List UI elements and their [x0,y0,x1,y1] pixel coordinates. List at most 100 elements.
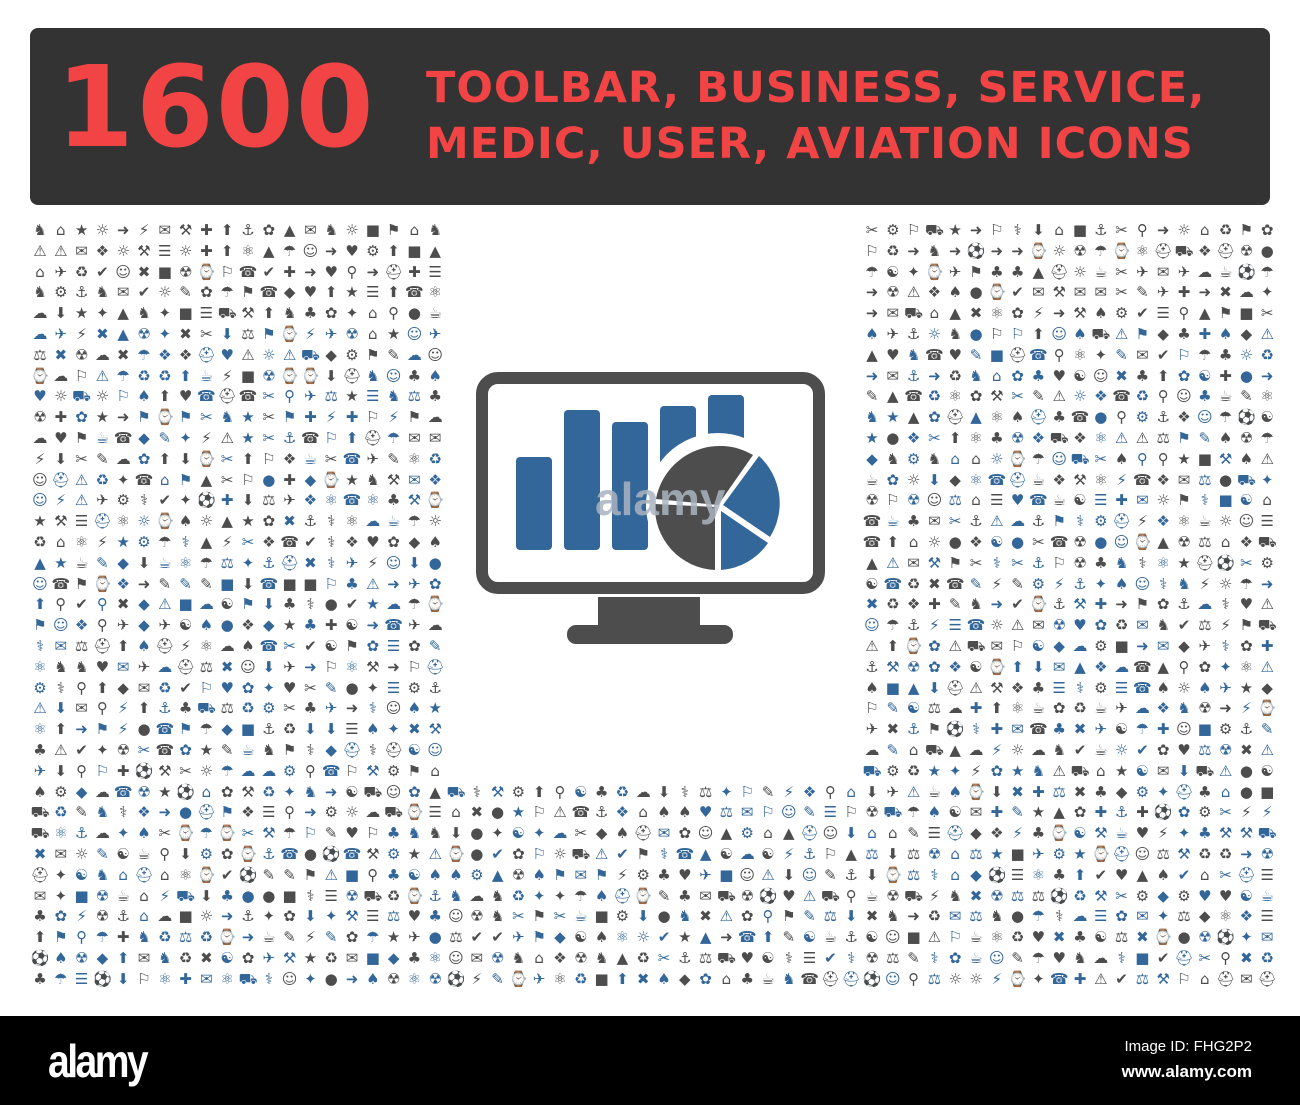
website-link[interactable]: www.alamy.com [1121,1062,1252,1081]
grid-icon: ✿ [1240,637,1253,655]
grid-icon: ★ [54,553,68,572]
grid-icon: ✉ [1240,969,1253,988]
grid-icon: ☼ [74,845,89,863]
grid-icon: ☢ [345,325,359,343]
grid-icon: ⚽ [758,886,778,905]
grid-icon: ♞ [948,325,962,343]
grid-icon: ☢ [511,865,526,884]
grid-icon: ⚐ [199,678,214,697]
grid-icon: ☁ [947,699,963,718]
grid-icon: ⚑ [1177,429,1191,447]
grid-icon: ● [1011,533,1025,551]
grid-icon: ⚛ [990,304,1004,323]
grid-icon: ⚛ [1010,699,1025,718]
grid-icon: ★ [948,221,962,239]
grid-icon: ⌂ [368,304,378,323]
grid-icon: ⌚ [966,782,986,801]
grid-icon: ● [470,824,484,843]
grid-icon: ☁ [1114,657,1130,676]
grid-icon: ✎ [761,782,775,801]
grid-icon: ✿ [387,533,400,551]
grid-icon: ⚒ [1073,595,1087,614]
grid-icon: ➜ [1115,595,1128,614]
grid-icon: ☁ [739,845,755,863]
grid-icon: ⌂ [160,865,170,884]
grid-icon: ⚓ [262,845,276,863]
grid-icon: ✂ [283,699,296,718]
grid-icon: ⚛ [220,969,234,988]
grid-icon: ✉ [1156,761,1170,780]
grid-icon: ⚛ [990,408,1004,427]
grid-icon: ⚲ [1157,387,1169,406]
grid-icon: ☂ [220,283,234,302]
grid-icon: ⚡ [201,429,212,447]
grid-icon: ⚕ [847,949,856,967]
grid-icon: ⚖ [386,907,401,926]
grid-icon: ☂ [199,553,214,572]
grid-icon: ♣ [1073,928,1087,947]
grid-icon: ✖ [865,907,879,926]
grid-icon: ♠ [54,949,68,967]
grid-icon: ⚖ [1135,969,1150,988]
grid-icon: ⌂ [139,907,149,926]
grid-icon: ♥ [678,865,692,884]
grid-icon: ➜ [865,283,879,302]
grid-icon: ☎ [1070,408,1090,427]
grid-icon: ⛑ [945,408,965,427]
grid-icon: ⚑ [74,429,89,447]
grid-icon: ➜ [137,574,151,593]
grid-icon: ✔ [220,865,234,884]
grid-icon: ♞ [886,449,900,468]
grid-icon: ☢ [1177,533,1191,551]
grid-icon: ☼ [199,761,214,780]
grid-icon: ⚽ [446,969,466,988]
grid-icon: ⚛ [1218,907,1233,926]
grid-icon: ☢ [116,741,130,759]
grid-icon: ⚓ [594,803,609,822]
grid-icon: ♣ [1218,345,1233,364]
grid-icon: ⛑ [800,824,820,843]
grid-icon: ⚙ [1094,512,1108,531]
grid-icon: ☺ [427,741,443,759]
grid-icon: ☼ [990,449,1004,468]
grid-icon: ■ [178,907,193,926]
grid-icon: ✉ [304,221,317,239]
grid-icon: ✦ [158,325,172,343]
grid-icon: ♞ [969,595,983,614]
grid-icon: ☁ [968,741,984,759]
grid-icon: ⚙ [324,803,338,822]
grid-icon: ♠ [428,865,442,884]
grid-icon: ⚐ [990,325,1004,343]
grid-icon: ♣ [1198,824,1212,843]
grid-icon: ✚ [990,720,1004,739]
grid-icon: ♞ [366,470,380,489]
grid-icon: ☎ [1049,969,1069,988]
grid-icon: ⚓ [74,283,89,302]
grid-icon: ✎ [803,907,816,926]
grid-icon: ⛟ [217,304,237,323]
grid-icon: ✎ [1011,949,1024,967]
grid-icon: ❖ [282,449,297,468]
grid-icon: ☂ [366,928,380,947]
grid-icon: ☺ [385,366,402,385]
grid-icon: ☁ [94,782,110,801]
grid-icon: ⚓ [1031,553,1046,572]
grid-icon: ⚠ [428,845,442,863]
grid-icon: ⌚ [509,969,528,988]
grid-icon: ▲ [1157,533,1169,551]
grid-icon: ☼ [199,907,214,926]
grid-icon: ⚕ [992,553,1001,572]
grid-icon: ⌂ [35,262,45,281]
grid-icon: ✖ [54,345,68,364]
grid-icon: ♠ [1198,678,1212,697]
grid-icon: ⚠ [33,699,47,718]
grid-icon: ★ [1239,678,1254,697]
grid-icon: ♞ [1052,741,1066,759]
grid-icon: ➜ [990,595,1004,614]
grid-icon: ☕ [1260,886,1274,905]
grid-icon: ⚠ [74,491,89,510]
grid-icon: ▲ [200,470,213,489]
grid-icon: ✿ [928,408,941,427]
grid-icon: ☯ [74,865,89,884]
grid-icon: ⚑ [345,637,359,655]
